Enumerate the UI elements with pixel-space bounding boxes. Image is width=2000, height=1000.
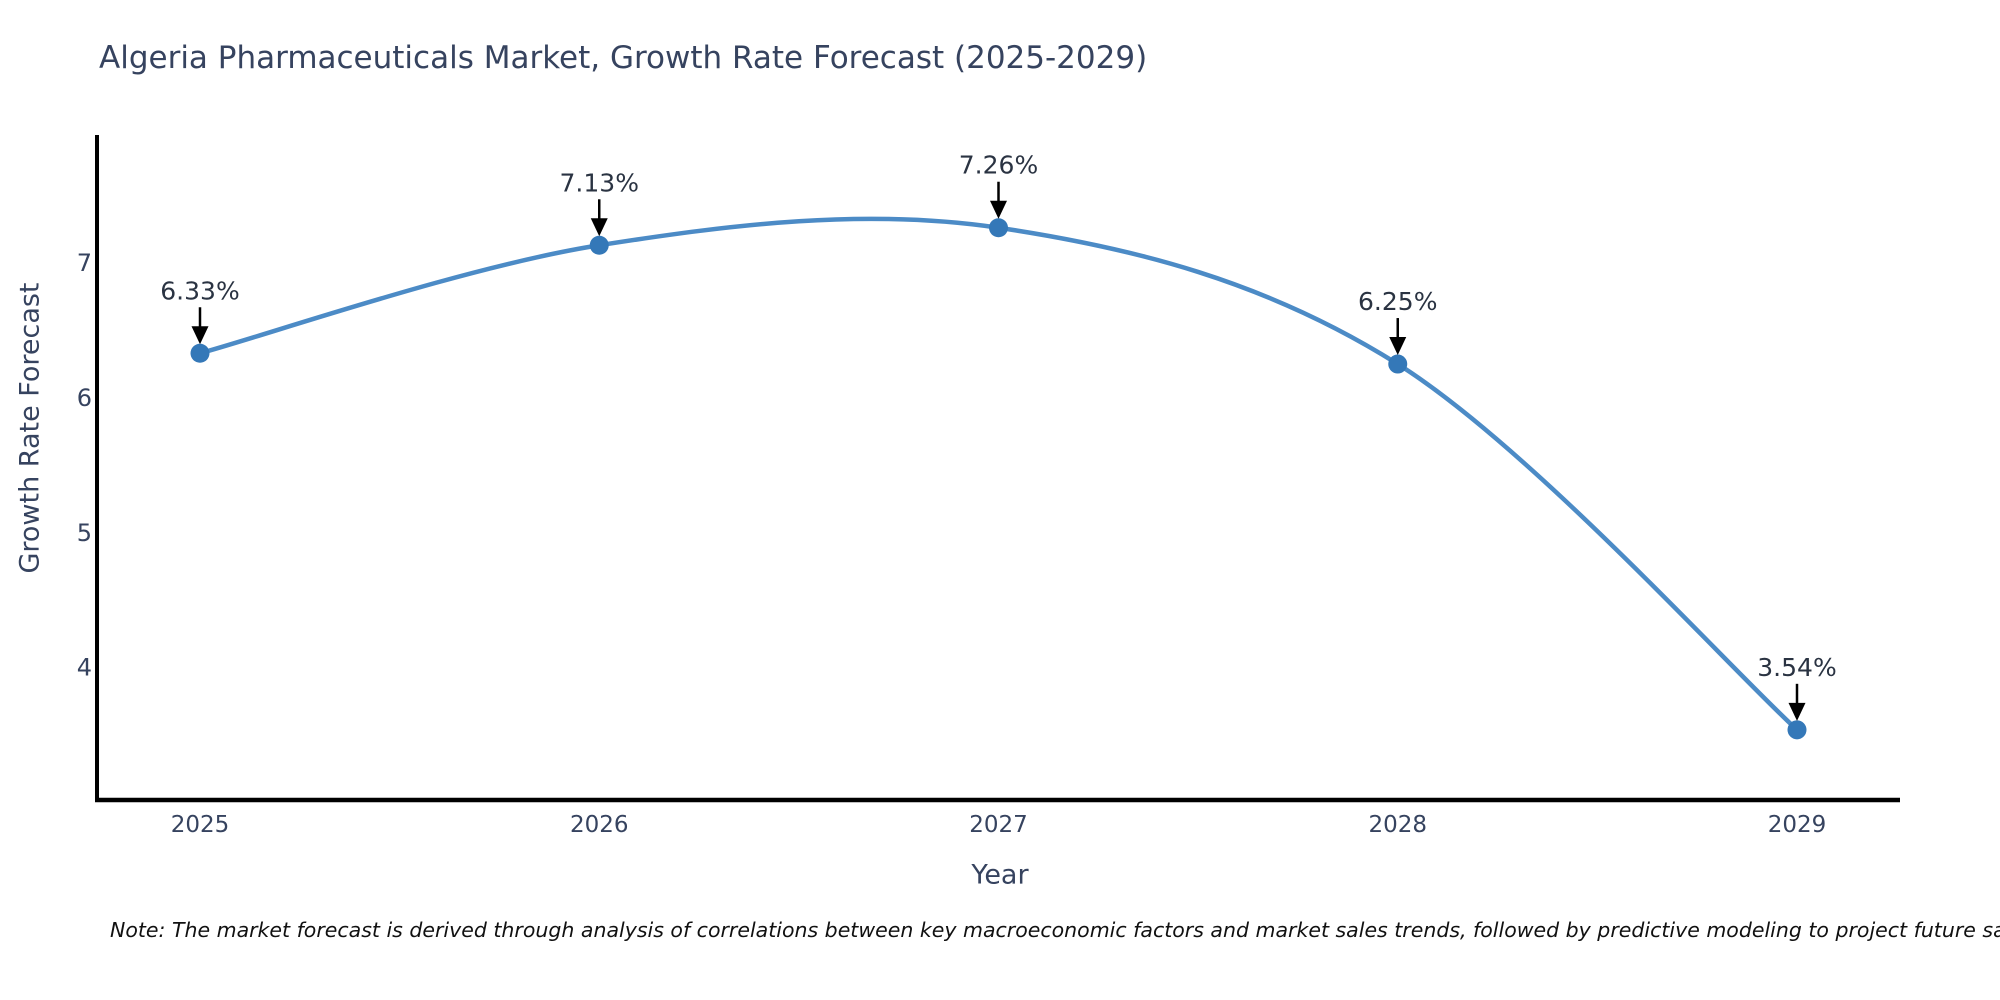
data-point-marker	[1787, 720, 1807, 740]
annotation-arrow-head	[1788, 702, 1806, 721]
x-tick-label: 2026	[570, 812, 629, 838]
y-tick-label: 6	[77, 384, 92, 412]
annotation-arrow-head	[1389, 337, 1407, 356]
data-point-marker	[589, 235, 609, 255]
x-tick-label: 2025	[171, 812, 230, 838]
x-tick-label: 2029	[1768, 812, 1827, 838]
data-point-marker	[989, 218, 1008, 238]
x-tick-label: 2028	[1368, 812, 1427, 838]
data-point-label: 7.26%	[959, 151, 1038, 180]
data-point-marker	[1388, 354, 1408, 374]
annotation-arrow-head	[990, 200, 1007, 219]
y-tick-label: 4	[77, 654, 92, 682]
footnote: Note: The market forecast is derived thr…	[110, 918, 2000, 942]
data-point-label: 3.54%	[1757, 653, 1836, 682]
axes-layer: 4 5 6 7 2025 2026 2027 2028 2029	[77, 135, 1900, 838]
chart-title: Algeria Pharmaceuticals Market, Growth R…	[99, 40, 1148, 76]
annotation-arrow-head	[590, 218, 608, 237]
x-tick-label: 2027	[969, 812, 1028, 838]
annotation-arrow-head	[191, 326, 209, 345]
y-tick-label: 7	[77, 249, 92, 277]
y-tick-label: 5	[77, 519, 92, 547]
annotation-layer: 6.33% 7.13% 7.26% 6.25% 3.54%	[160, 151, 1837, 721]
trend-line	[197, 216, 1800, 733]
data-point-label: 6.25%	[1358, 287, 1437, 316]
data-point-marker	[190, 343, 210, 363]
data-point-label: 7.13%	[560, 168, 639, 197]
line-series	[190, 216, 1807, 740]
x-axis-title: Year	[971, 859, 1029, 891]
data-point-label: 6.33%	[160, 276, 239, 305]
